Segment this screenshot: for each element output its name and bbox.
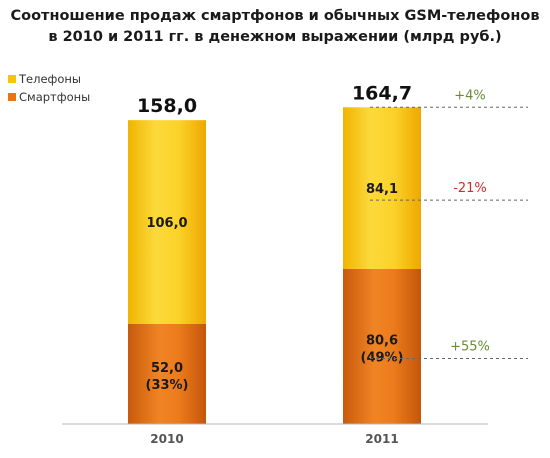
x-ticks-layer: 2010 2011: [150, 432, 398, 446]
value-label-smartphones-2010: 52,0: [151, 361, 183, 376]
legend-swatch-smartphones: [8, 93, 16, 101]
change-label-3: +55%: [450, 340, 490, 355]
bar-smartphones-2011: [343, 269, 421, 424]
total-label-2011: 164,7: [352, 82, 412, 104]
bar-phones-2010: [128, 120, 206, 325]
legend-item-smartphones: Смартфоны: [8, 88, 90, 106]
legend-label-phones: Телефоны: [19, 72, 81, 86]
legend: Телефоны Смартфоны: [8, 70, 90, 106]
legend-item-phones: Телефоны: [8, 70, 90, 88]
chart-title-line-1: Соотношение продаж смартфонов и обычных …: [10, 8, 540, 24]
x-tick-2010: 2010: [150, 432, 183, 446]
value-label-phones-2011: 84,1: [366, 182, 398, 197]
share-label-smartphones-2010: (33%): [146, 378, 189, 393]
bar-phones-2011: [343, 107, 421, 270]
bar-smartphones-2010: [128, 324, 206, 424]
change-label-1: +4%: [454, 88, 486, 103]
x-tick-2011: 2011: [365, 432, 398, 446]
total-label-2010: 158,0: [137, 95, 197, 117]
chart-title: Соотношение продаж смартфонов и обычных …: [0, 6, 550, 48]
value-label-smartphones-2011: 80,6: [366, 334, 398, 349]
changes-layer: +4% -21% +55%: [370, 88, 528, 360]
chart-title-line-2: в 2010 и 2011 гг. в денежном выражении (…: [48, 29, 502, 45]
bars-layer: [128, 107, 421, 424]
value-label-phones-2010: 106,0: [146, 216, 187, 231]
legend-label-smartphones: Смартфоны: [19, 90, 91, 104]
legend-swatch-phones: [8, 75, 16, 83]
change-label-2: -21%: [453, 181, 487, 196]
